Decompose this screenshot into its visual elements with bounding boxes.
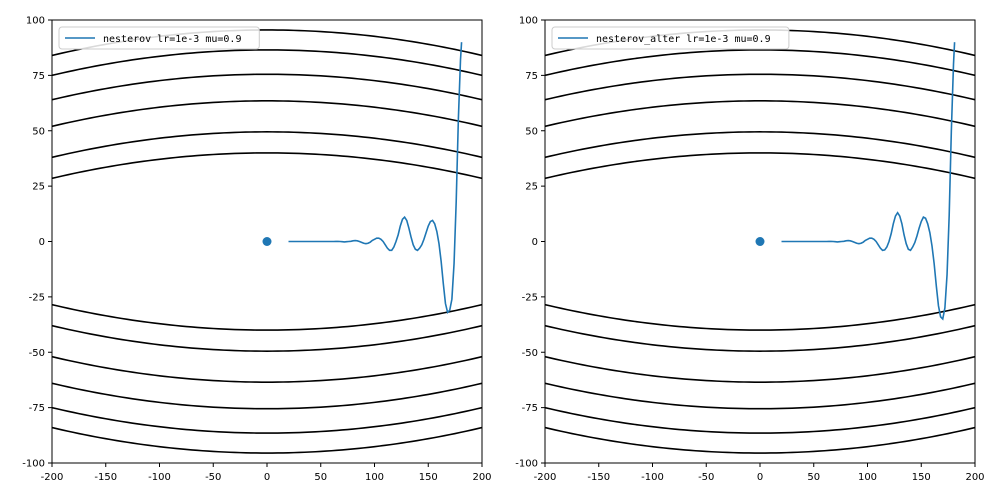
- chart-panel-2: -200 -150 -100 -50 0 50 100 150 200 100 75 50 25 0 -25…: [515, 16, 984, 484]
- y-tick-label: -25: [522, 292, 538, 303]
- y-tick-label: -25: [29, 292, 45, 303]
- y-tick-label: 100: [519, 16, 538, 27]
- contour-line-lower-1: [52, 303, 482, 331]
- y-tick-label: 25: [525, 182, 538, 193]
- contour-line-upper-3: [52, 100, 482, 128]
- x-tick-label: 50: [314, 472, 327, 483]
- y-tick-label: -75: [29, 403, 45, 414]
- x-tick-label: 0: [264, 472, 270, 483]
- optimum-point: [755, 237, 765, 246]
- y-tick-label: -75: [522, 403, 538, 414]
- x-tick-label: 0: [757, 472, 763, 483]
- x-tick-label: -100: [641, 472, 664, 483]
- y-tick-label: -50: [29, 348, 45, 359]
- x-tick-label: 50: [807, 472, 820, 483]
- contour-line-lower-5: [545, 406, 975, 434]
- contour-line-upper-1: [52, 152, 482, 180]
- series-line-1: [288, 42, 463, 314]
- y-tick-label: 0: [39, 237, 45, 248]
- contour-line-lower-4: [545, 382, 975, 410]
- y-tick-label: -100: [515, 459, 538, 470]
- contour-line-lower-3: [545, 355, 975, 383]
- contour-line-lower-5: [52, 406, 482, 434]
- plot-area: [52, 29, 482, 454]
- x-tick-label: 100: [365, 472, 384, 483]
- legend-box: [58, 26, 260, 50]
- x-tick-label: 100: [858, 472, 877, 483]
- y-tick-label: -100: [22, 459, 45, 470]
- x-tick-label: -50: [698, 472, 714, 483]
- legend-label: nesterov lr=1e-3 mu=0.9: [103, 34, 241, 45]
- contour-line-upper-4: [545, 73, 975, 101]
- x-tick-label: -200: [534, 472, 557, 483]
- legend: nesterov lr=1e-3 mu=0.9: [58, 26, 260, 50]
- y-tick-label: 75: [32, 71, 45, 82]
- contour-line-lower-4: [52, 382, 482, 410]
- x-tick-label: -150: [94, 472, 117, 483]
- plot-area: [545, 29, 975, 454]
- contour-line-upper-1: [545, 152, 975, 180]
- legend: nesterov_alter lr=1e-3 mu=0.9: [551, 26, 790, 50]
- x-tick-label: -200: [41, 472, 64, 483]
- y-tick-label: -50: [522, 348, 538, 359]
- legend-box: [551, 26, 790, 50]
- contour-line-lower-3: [52, 355, 482, 383]
- y-tick-label: 50: [525, 126, 538, 137]
- x-tick-label: 200: [472, 472, 491, 483]
- contour-line-upper-5: [52, 49, 482, 77]
- contour-line-lower-1: [545, 303, 975, 331]
- contour-line-upper-4: [52, 73, 482, 101]
- contour-line-lower-2: [545, 324, 975, 352]
- contour-line-upper-5: [545, 49, 975, 77]
- optimum-point: [262, 237, 272, 246]
- y-tick-label: 100: [26, 16, 45, 27]
- contour-line-upper-2: [545, 131, 975, 159]
- chart-panel-1: -200 -150 -100 -50 0 50 100 150 200 100 75 50 25 0 -25…: [22, 16, 491, 484]
- x-tick-label: 200: [965, 472, 984, 483]
- contour-line-lower-6: [52, 426, 482, 454]
- contour-line-lower-6: [545, 426, 975, 454]
- x-tick-label: -100: [148, 472, 171, 483]
- x-tick-label: 150: [912, 472, 931, 483]
- x-tick-label: -50: [205, 472, 221, 483]
- x-tick-label: 150: [419, 472, 438, 483]
- y-tick-label: 25: [32, 182, 45, 193]
- y-tick-label: 50: [32, 126, 45, 137]
- contour-line-upper-3: [545, 100, 975, 128]
- y-tick-label: 75: [525, 71, 538, 82]
- legend-label: nesterov_alter lr=1e-3 mu=0.9: [596, 34, 771, 45]
- x-tick-label: -150: [587, 472, 610, 483]
- series-line-1: [781, 42, 956, 321]
- contour-line-upper-2: [52, 131, 482, 159]
- y-tick-label: 0: [532, 237, 538, 248]
- contour-line-lower-2: [52, 324, 482, 352]
